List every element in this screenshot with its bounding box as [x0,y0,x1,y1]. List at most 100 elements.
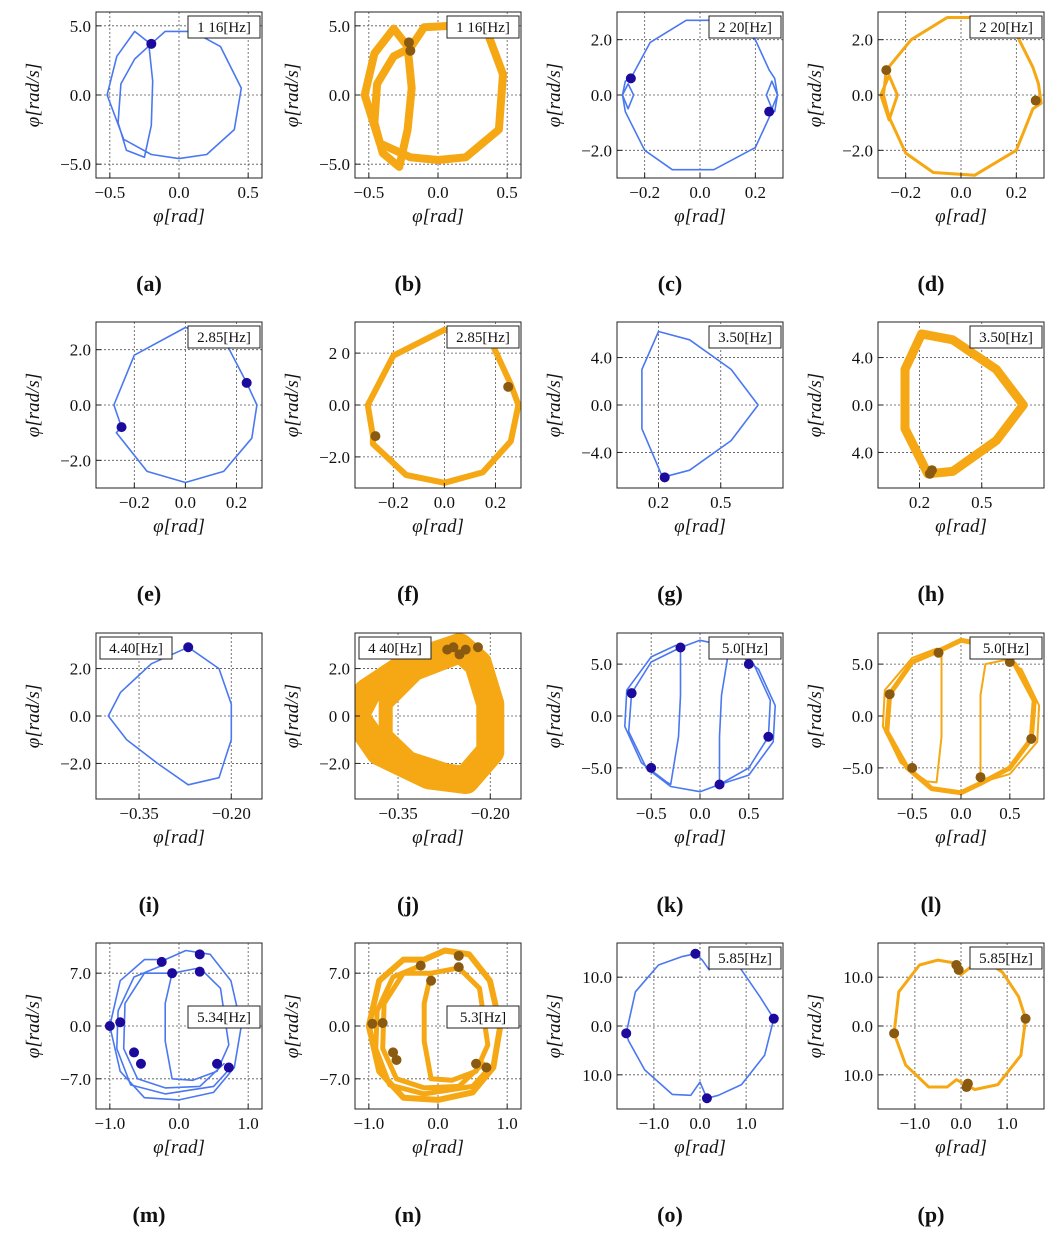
frequency-label-box: 2.85[Hz] [187,325,261,349]
y-axis-label: φ̇[rad/s] [282,994,303,1058]
poincare-marker [626,688,637,699]
panel-caption: (l) [921,892,942,917]
poincare-marker [156,956,167,967]
poincare-marker [472,642,483,653]
frequency-label: 3.50[Hz] [979,330,1033,346]
frequency-label-box: 3.50[Hz] [708,325,782,349]
poincare-marker [975,772,986,783]
y-axis-label: φ̇[rad/s] [23,63,44,127]
frequency-label: 4 40[Hz] [368,641,422,657]
poincare-marker [391,1054,402,1065]
poincare-marker [884,689,895,700]
poincare-marker [764,106,775,117]
y-tick-label: 0.0 [329,86,350,105]
x-tick-label: 1.0 [238,1114,259,1133]
frequency-label-box: 4 40[Hz] [358,636,432,660]
frequency-box-frame [187,1005,261,1029]
frequency-box-frame [187,15,261,39]
poincare-marker [714,779,725,790]
panel-l: −0.5 0.0 0.5 5.0 0.0 −5.0 φ[rad] φ̇[rad/s] 5.0[H… [805,632,1045,917]
series-group [107,642,233,786]
y-tick-label: 0.0 [70,396,91,415]
panel-d: −0.2 0.0 0.2 2.0 0.0 −2.0 φ[rad] φ̇[rad/s] 2 20[… [805,11,1045,296]
x-tick-label: 0.5 [238,183,259,202]
x-tick-label: 0.2 [745,183,766,202]
series-line [360,21,507,171]
series-line [113,326,258,484]
x-tick-label: −1.0 [94,1114,125,1133]
poincare-marker [146,38,157,49]
frequency-label-box: 5.0[Hz] [969,636,1043,660]
series-group [900,329,1028,479]
x-tick-label: −0.2 [890,183,921,202]
y-tick-label: −5.0 [319,155,350,174]
x-tick-label: 0.0 [427,183,448,202]
frequency-label: 5.85[Hz] [718,951,772,967]
frequency-box-frame [708,636,782,660]
x-tick-label: 0.0 [434,493,455,512]
panel-caption: (o) [657,1202,683,1227]
poincare-marker [621,1028,632,1039]
frequency-label: 2 20[Hz] [979,20,1033,36]
series-line [164,967,230,1082]
x-tick-label: 1.0 [735,1114,756,1133]
y-tick-label: 5.0 [70,17,91,36]
x-axis-label: φ[rad] [674,516,726,537]
poincare-marker [690,948,701,959]
panel-n: −1.0 0.0 1.0 7.0 0.0 −7.0 φ[rad] φ̇[rad/s] 5.3[H… [282,942,522,1227]
x-tick-label: −0.2 [119,493,150,512]
series-group [621,948,779,1104]
y-tick-label: 10.0 [843,1066,873,1085]
frequency-box-frame [446,1005,520,1029]
series-group [106,30,243,160]
frequency-label: 3.50[Hz] [718,330,772,346]
series-line [365,947,504,1103]
panel-caption: (n) [395,1202,422,1227]
panel-i: −0.35 −0.20 2.0 0.0 −2.0 φ[rad] φ[rad/s] 4.40[H… [23,632,263,917]
poincare-marker [907,762,918,773]
y-tick-label: 4.0 [852,349,873,368]
y-tick-label: −2.0 [842,141,873,160]
x-tick-label: 0.2 [648,493,669,512]
poincare-marker [367,1018,378,1029]
x-tick-label: 1.0 [497,1114,518,1133]
x-tick-label: −1.0 [899,1114,930,1133]
poincare-marker [701,1093,712,1104]
x-tick-label: 0.0 [427,1114,448,1133]
y-tick-label: 7.0 [70,964,91,983]
frequency-box-frame [99,636,173,660]
frequency-label: 4.40[Hz] [109,641,163,657]
poincare-marker [129,1047,140,1058]
y-tick-label: 0.0 [70,86,91,105]
frequency-box-frame [187,325,261,349]
series-group [624,639,776,793]
x-axis-label: φ[rad] [412,206,464,227]
series-group [104,949,243,1101]
series-group [365,947,504,1103]
series-line [122,972,225,1089]
poincare-marker [104,1021,115,1031]
poincare-marker [183,642,194,653]
panel-c: −0.2 0.0 0.2 2.0 0.0 −2.0 φ[rad] φ̇[rad/s] 2 20[… [544,11,784,296]
poincare-marker [1030,95,1041,106]
y-tick-label: −2.0 [581,141,612,160]
x-tick-label: 0.5 [710,493,731,512]
x-axis-label: φ[rad] [412,827,464,848]
poincare-marker [415,960,426,971]
panel-caption: (p) [918,1202,945,1227]
y-axis-label: φ̇[rad/s] [544,684,565,748]
frequency-label: 1 16[Hz] [456,20,510,36]
y-tick-label: 0 0 [329,707,350,726]
y-tick-label: 0.0 [852,1017,873,1036]
x-tick-label: −0.5 [897,804,928,823]
poincare-marker [115,1017,126,1028]
panel-a: −0.5 0.0 0.5 5.0 0.0 −5.0 φ[rad] φ̇[rad/s] 1 16[… [23,11,263,296]
y-tick-label: 0.0 [591,396,612,415]
panel-h: 0.2 0.5 4.0 0.0 4.0 φ[rad] φ̇[rad/s] 3.50[Hz] (h… [805,321,1045,606]
series-line [109,949,243,1101]
panel-f: −0.2 0.0 0.2 2 0 0.0 −2.0 φ[rad] φ̇[rad/s] 2.85[… [282,321,522,606]
frequency-label-box: 5.3[Hz] [446,1005,520,1029]
series-line [900,329,1028,479]
poincare-marker [377,1017,388,1028]
